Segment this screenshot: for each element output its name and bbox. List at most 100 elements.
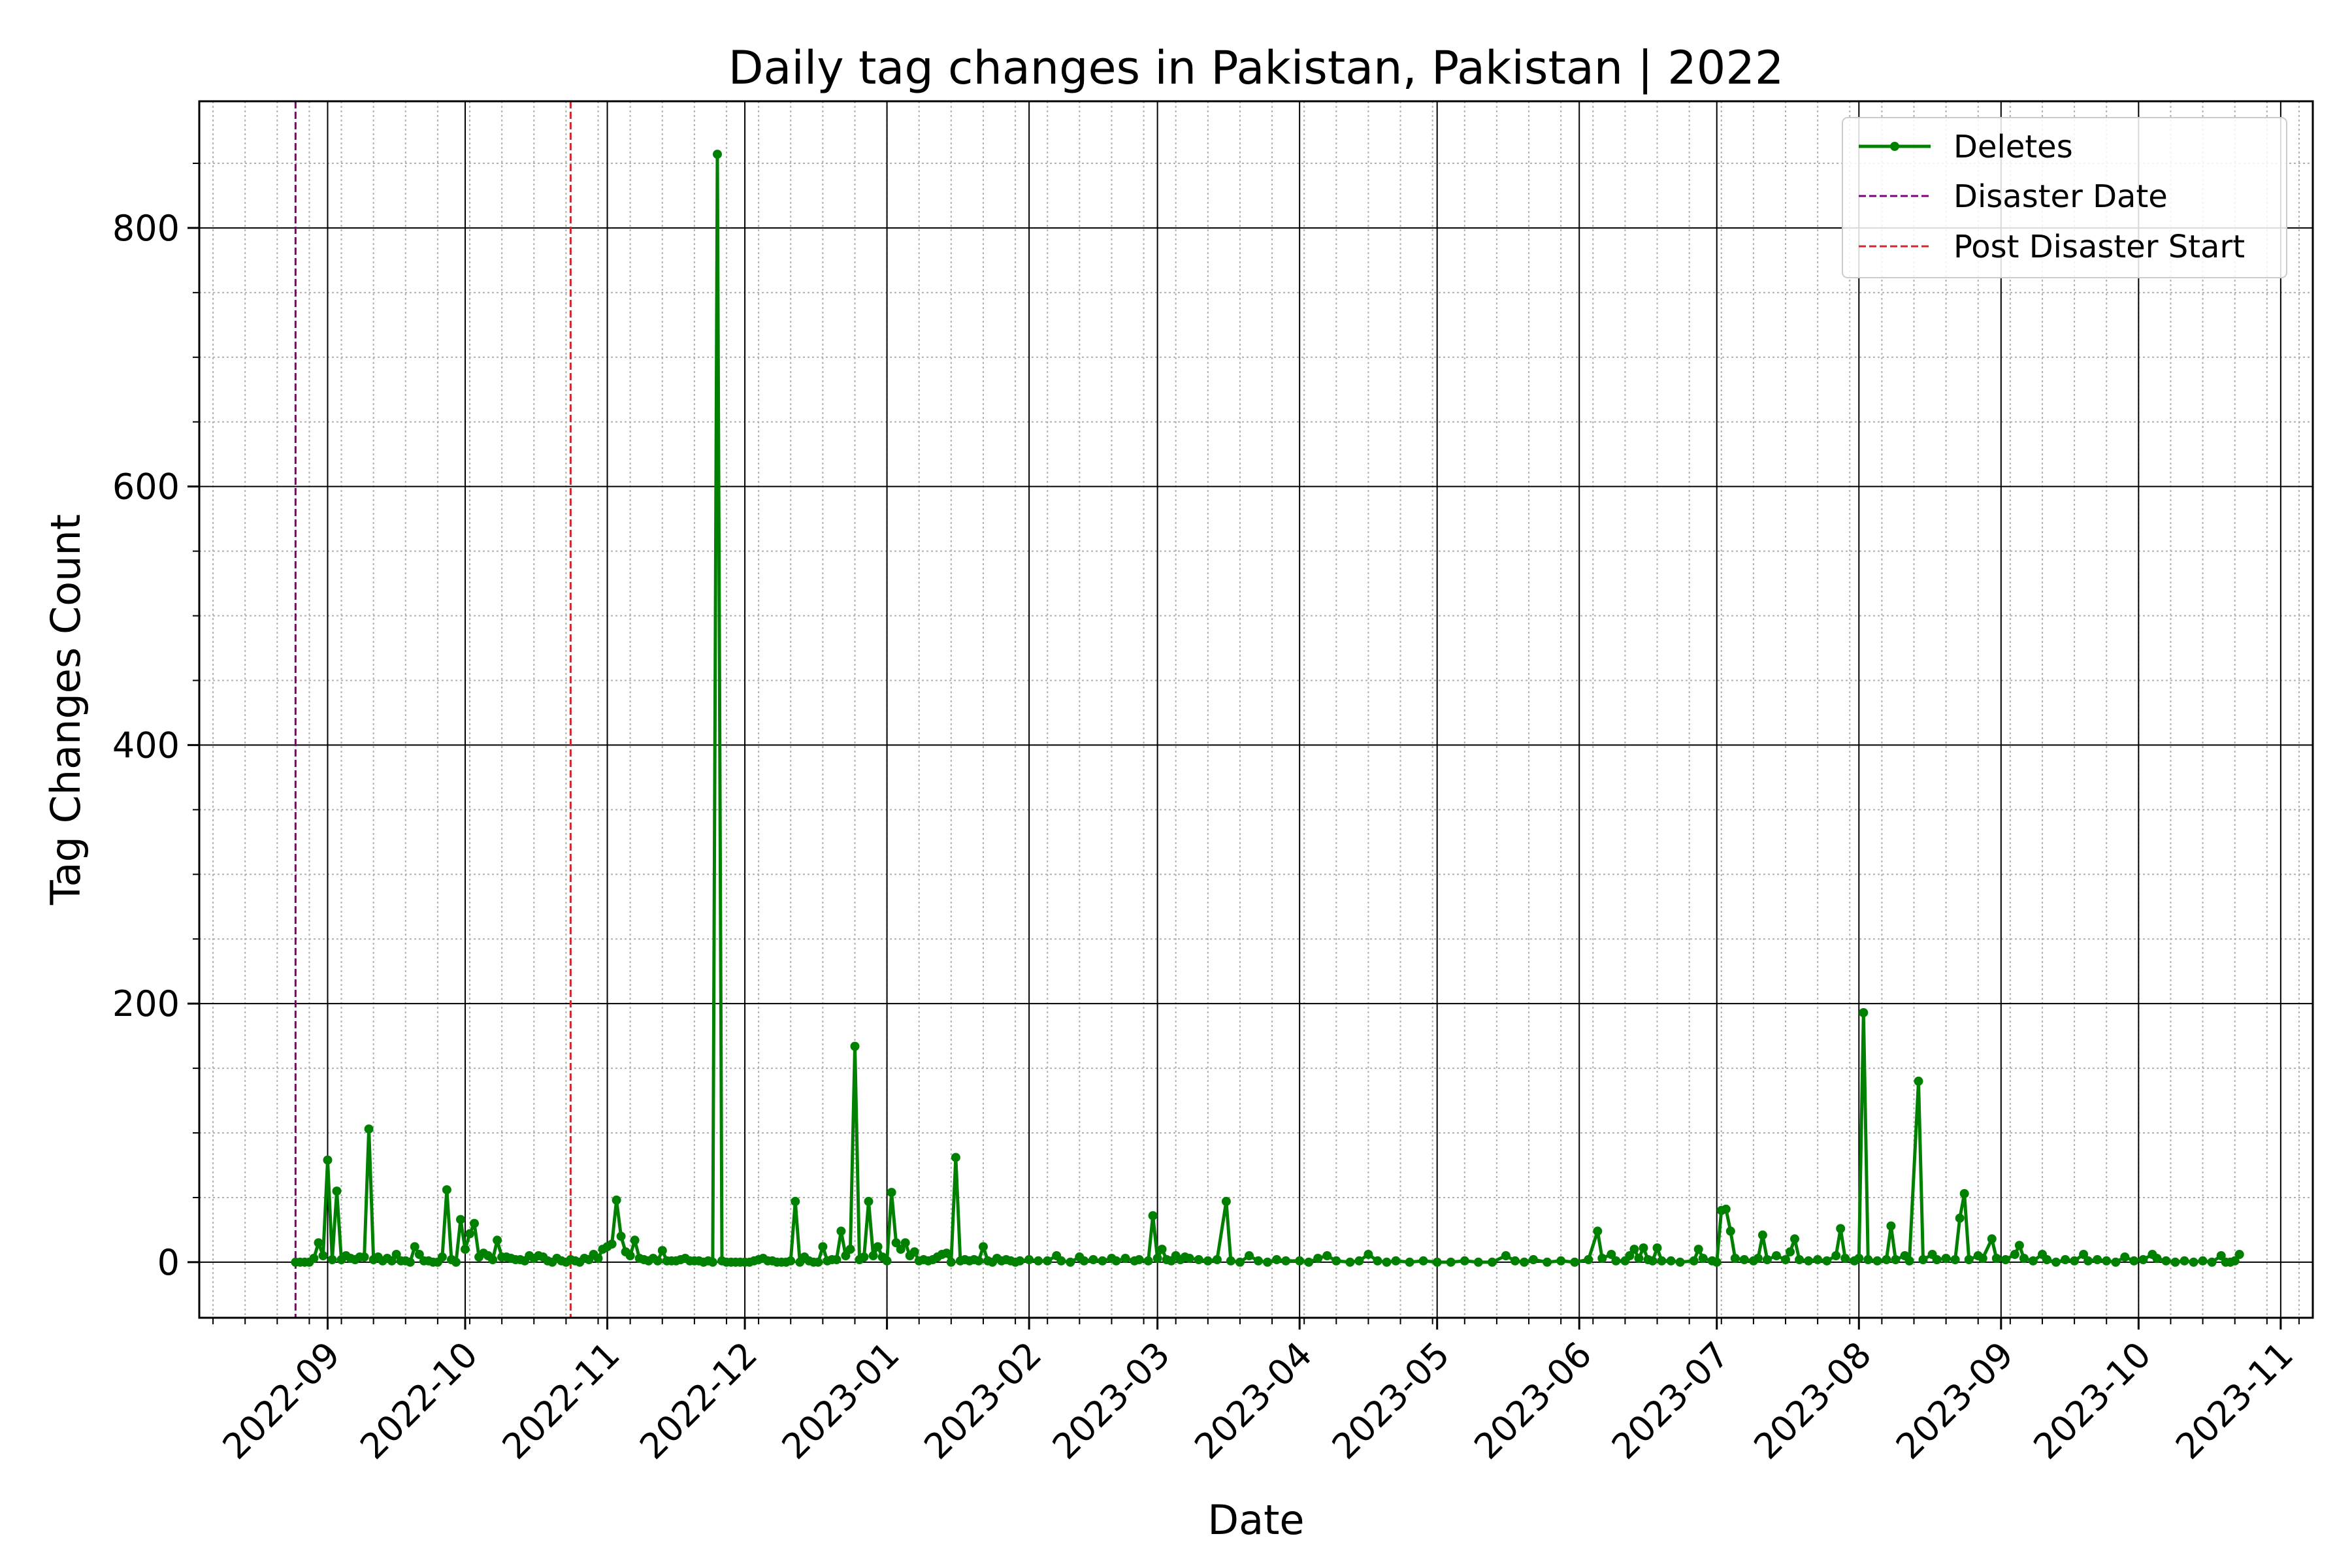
x-tick-label: 2023-05 (1324, 1334, 1458, 1467)
data-point (1639, 1243, 1648, 1253)
legend-marker-deletes (1890, 142, 1899, 151)
data-point (1322, 1251, 1332, 1260)
chart-title: Daily tag changes in Pakistan, Pakistan … (728, 41, 1784, 95)
data-point (359, 1252, 369, 1262)
data-point (791, 1196, 800, 1206)
data-point (1272, 1255, 1282, 1264)
data-point (1795, 1255, 1805, 1264)
data-point (1043, 1256, 1053, 1266)
data-point (1487, 1257, 1497, 1267)
data-point (1460, 1256, 1469, 1266)
data-point (2019, 1254, 2029, 1263)
legend-label-post-disaster-start: Post Disaster Start (1953, 229, 2245, 265)
data-point (1015, 1256, 1025, 1266)
data-point (2198, 1256, 2208, 1266)
data-point (836, 1226, 846, 1236)
x-axis: 2022-09 2022-10 2022-11 2022-12 2023-01 2023-… (212, 1318, 2301, 1467)
data-point (1822, 1256, 1832, 1266)
data-point (1607, 1250, 1616, 1259)
x-tick-label: 2023-07 (1604, 1334, 1737, 1467)
data-point (1184, 1254, 1194, 1263)
data-point (1134, 1255, 1144, 1264)
data-point (1245, 1251, 1254, 1260)
major-grid (199, 101, 2313, 1318)
data-point (1836, 1224, 1846, 1233)
data-point (323, 1155, 333, 1165)
data-point (1432, 1257, 1442, 1267)
data-point (1918, 1255, 1928, 1264)
data-point (2061, 1255, 2070, 1264)
data-point (1804, 1256, 1814, 1266)
data-point (1762, 1255, 1772, 1264)
data-point (2120, 1252, 2130, 1262)
data-point (1418, 1256, 1428, 1266)
legend-box (1842, 117, 2287, 278)
data-point (1991, 1254, 2001, 1263)
data-point (1529, 1255, 1538, 1264)
data-point (873, 1242, 883, 1252)
data-point (1584, 1255, 1593, 1264)
data-point (1203, 1256, 1213, 1266)
data-point (1593, 1226, 1603, 1236)
plot-frame (198, 100, 2314, 1319)
data-point (625, 1251, 635, 1260)
data-point (2083, 1256, 2093, 1266)
data-point (896, 1245, 906, 1254)
data-point (1354, 1256, 1364, 1266)
data-point (1570, 1257, 1580, 1267)
data-point (1391, 1256, 1401, 1266)
data-point (593, 1254, 603, 1263)
data-point (332, 1186, 342, 1196)
data-point (1625, 1251, 1635, 1260)
data-point (1757, 1230, 1767, 1240)
data-point (364, 1124, 374, 1134)
y-tick-label: 600 (112, 466, 180, 508)
data-point (1597, 1254, 1607, 1263)
data-point (850, 1041, 860, 1051)
data-point (1226, 1256, 1235, 1266)
data-point (1194, 1255, 1203, 1264)
data-point (2102, 1256, 2112, 1266)
x-tick-label: 2023-03 (1045, 1334, 1178, 1467)
data-point (2051, 1257, 2061, 1267)
data-point (2010, 1250, 2019, 1259)
data-point (2152, 1254, 2162, 1263)
data-point (2070, 1256, 2080, 1266)
x-tick-label: 2023-09 (1888, 1334, 2021, 1467)
data-point (2161, 1256, 2171, 1266)
x-tick-label: 2022-10 (352, 1334, 485, 1467)
data-point (974, 1256, 983, 1266)
data-point (1689, 1256, 1699, 1266)
data-point (1840, 1254, 1850, 1263)
data-point (2138, 1255, 2148, 1264)
data-point (2230, 1256, 2240, 1266)
data-point (1212, 1255, 1222, 1264)
data-point (1281, 1256, 1291, 1266)
x-tick-label: 2023-08 (1746, 1334, 1879, 1467)
data-point (1111, 1256, 1121, 1266)
data-point (1221, 1196, 1231, 1206)
data-point (1914, 1076, 1923, 1086)
data-point (1501, 1251, 1511, 1260)
data-point (314, 1238, 323, 1248)
data-point (1955, 1213, 1965, 1223)
data-point (1120, 1254, 1130, 1263)
data-point (1886, 1221, 1896, 1231)
y-axis-label: Tag Changes Count (42, 514, 90, 906)
data-point (2111, 1257, 2121, 1267)
data-point (1157, 1245, 1167, 1254)
data-point (1313, 1254, 1323, 1263)
data-point (657, 1246, 667, 1256)
data-point (493, 1235, 502, 1245)
data-point (1473, 1257, 1483, 1267)
data-point (1098, 1256, 1107, 1266)
data-point (414, 1250, 424, 1259)
data-point (1034, 1256, 1043, 1266)
data-point (1950, 1255, 1960, 1264)
data-point (607, 1239, 617, 1249)
x-tick-label: 2023-01 (774, 1334, 907, 1467)
data-point (909, 1247, 919, 1257)
data-point (979, 1242, 988, 1252)
data-point (1730, 1254, 1740, 1263)
